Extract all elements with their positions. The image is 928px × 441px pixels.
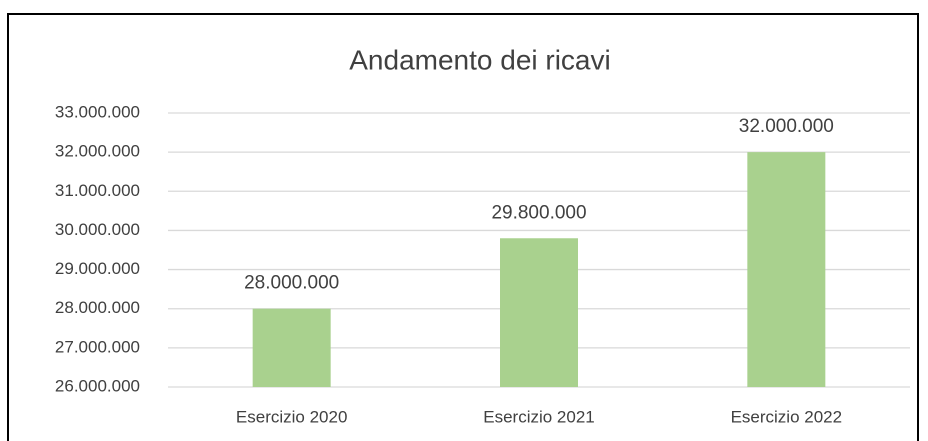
data-label: 32.000.000 xyxy=(739,116,834,137)
x-tick-label: Esercizio 2020 xyxy=(236,407,348,426)
y-tick-label: 26.000.000 xyxy=(55,376,140,395)
bar xyxy=(252,308,331,387)
y-tick-label: 31.000.000 xyxy=(55,181,140,200)
y-tick-label: 32.000.000 xyxy=(55,142,140,161)
y-tick-label: 28.000.000 xyxy=(55,298,140,317)
x-tick-label: Esercizio 2021 xyxy=(483,407,595,426)
data-label: 29.800.000 xyxy=(491,202,586,223)
chart-title: Andamento dei ricavi xyxy=(349,44,610,75)
y-tick-label: 30.000.000 xyxy=(55,220,140,239)
bar xyxy=(747,152,826,387)
data-label: 28.000.000 xyxy=(244,273,339,294)
y-tick-label: 33.000.000 xyxy=(55,102,140,121)
y-tick-label: 27.000.000 xyxy=(55,337,140,356)
x-tick-label: Esercizio 2022 xyxy=(731,407,843,426)
y-tick-label: 29.000.000 xyxy=(55,259,140,278)
bar xyxy=(500,238,578,387)
